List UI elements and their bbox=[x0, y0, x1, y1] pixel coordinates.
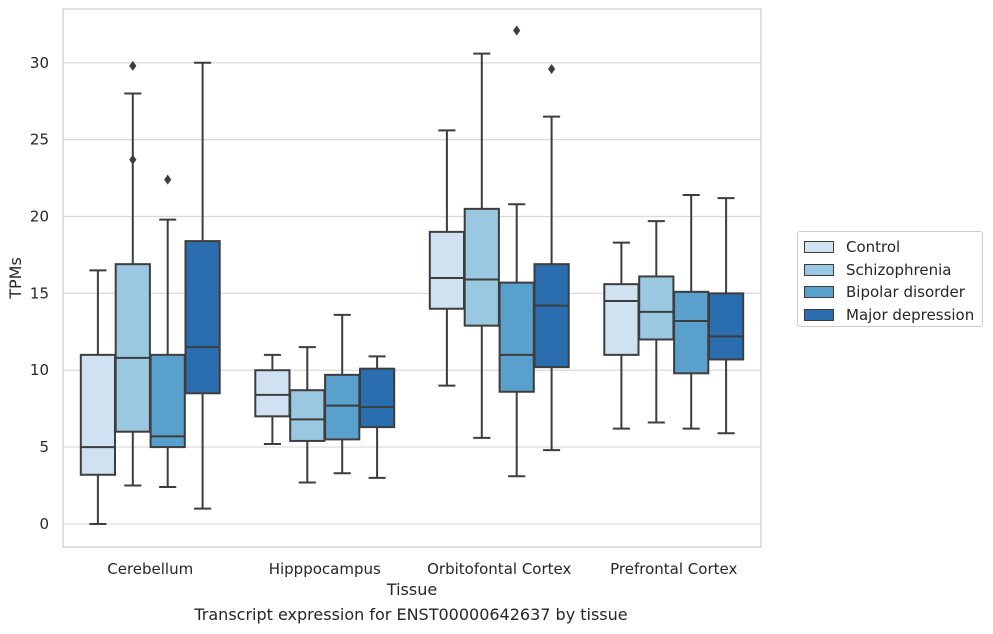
box-iqr bbox=[498, 281, 535, 393]
legend-item: Schizophrenia bbox=[798, 259, 982, 282]
outlier-point bbox=[513, 25, 521, 36]
box-iqr bbox=[184, 240, 221, 395]
box-iqr bbox=[324, 373, 361, 441]
legend-label: Bipolar disorder bbox=[846, 283, 965, 302]
x-tick-label: Hipppocampus bbox=[269, 560, 381, 578]
box-iqr bbox=[673, 290, 710, 375]
y-tick-labels: 0 5 10 15 20 25 30 bbox=[30, 54, 49, 533]
box-control bbox=[428, 129, 466, 387]
outlier-point bbox=[129, 60, 137, 71]
y-tick-label: 0 bbox=[39, 515, 49, 533]
box-bipolar-disorder bbox=[498, 25, 535, 478]
outlier-point bbox=[129, 154, 137, 165]
outlier-point bbox=[548, 63, 556, 74]
x-tick-label: Orbitofontal Cortex bbox=[427, 560, 571, 578]
y-tick-label: 25 bbox=[30, 131, 49, 149]
legend-item: Bipolar disorder bbox=[798, 281, 982, 304]
legend-label: Control bbox=[846, 238, 901, 257]
x-tick-label: Cerebellum bbox=[107, 560, 193, 578]
y-axis-title: TPMs bbox=[6, 257, 25, 300]
box-schizophrenia bbox=[114, 60, 151, 487]
box-major-depression bbox=[707, 197, 745, 435]
legend-label: Major depression bbox=[846, 305, 975, 324]
box-iqr bbox=[254, 369, 291, 418]
y-tick-label: 20 bbox=[30, 208, 49, 226]
box-major-depression bbox=[358, 355, 396, 479]
box-iqr bbox=[358, 367, 396, 429]
outlier-point bbox=[164, 174, 172, 185]
plot-frame bbox=[62, 8, 762, 548]
x-tick-labels: Cerebellum Hipppocampus Orbitofontal Corte… bbox=[107, 560, 737, 578]
box-layer bbox=[79, 25, 745, 525]
box-iqr bbox=[707, 292, 745, 361]
box-iqr bbox=[533, 263, 570, 369]
box-iqr bbox=[638, 275, 675, 341]
box-control bbox=[254, 353, 291, 446]
box-bipolar-disorder bbox=[324, 313, 361, 475]
legend-label: Schizophrenia bbox=[846, 260, 952, 279]
box-iqr bbox=[428, 230, 466, 310]
y-tick-label: 30 bbox=[30, 54, 49, 72]
box-control bbox=[603, 241, 640, 430]
box-schizophrenia bbox=[638, 220, 675, 424]
x-axis-title: Tissue bbox=[386, 580, 437, 599]
legend-swatch bbox=[804, 308, 834, 321]
box-iqr bbox=[79, 353, 117, 476]
legend: Control Schizophrenia Bipolar disorder Majo… bbox=[797, 231, 983, 327]
box-iqr bbox=[114, 263, 151, 433]
box-major-depression bbox=[184, 61, 221, 510]
x-tick-label: Prefrontal Cortex bbox=[610, 560, 737, 578]
box-iqr bbox=[149, 353, 186, 449]
box-iqr bbox=[463, 207, 500, 327]
legend-swatch bbox=[804, 286, 834, 299]
legend-item: Control bbox=[798, 236, 982, 259]
chart-caption: Transcript expression for ENST0000064263… bbox=[194, 605, 628, 624]
legend-item: Major depression bbox=[798, 304, 982, 327]
box-control bbox=[79, 269, 117, 525]
legend-swatch bbox=[804, 241, 834, 254]
box-bipolar-disorder bbox=[673, 193, 710, 430]
box-iqr bbox=[603, 283, 640, 356]
box-schizophrenia bbox=[463, 52, 500, 439]
y-tick-label: 10 bbox=[30, 361, 49, 379]
box-major-depression bbox=[533, 63, 570, 452]
box-schizophrenia bbox=[289, 346, 326, 484]
box-iqr bbox=[289, 389, 326, 442]
legend-swatch bbox=[804, 263, 834, 276]
y-tick-label: 5 bbox=[39, 438, 49, 456]
y-tick-label: 15 bbox=[30, 284, 49, 302]
box-bipolar-disorder bbox=[149, 174, 186, 489]
